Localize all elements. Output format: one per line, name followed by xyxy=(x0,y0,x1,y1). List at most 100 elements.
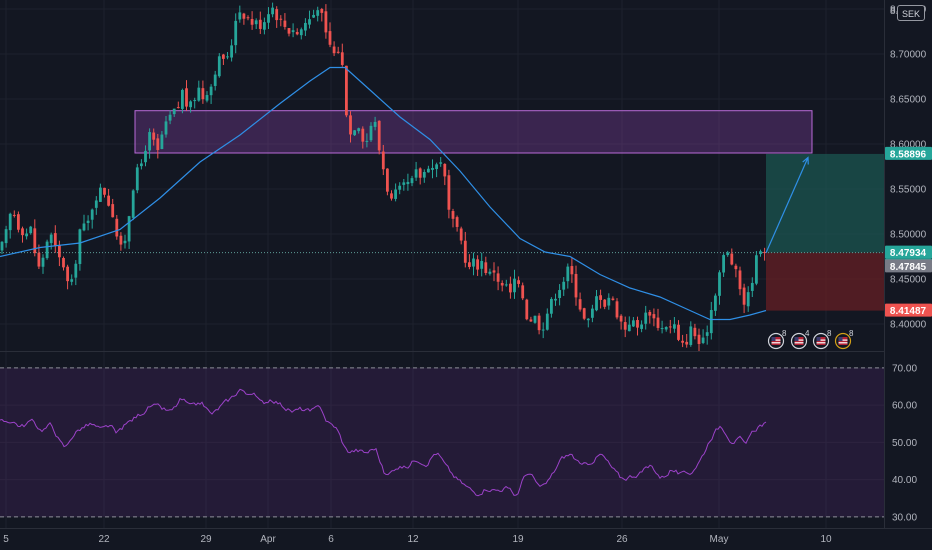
candle xyxy=(62,257,65,268)
candle xyxy=(279,18,283,20)
candle xyxy=(656,317,660,328)
candle xyxy=(422,171,426,178)
candle xyxy=(406,181,410,185)
price-label-text: 8.47845 xyxy=(890,262,927,273)
candle xyxy=(189,101,192,108)
candle xyxy=(304,22,307,31)
candle xyxy=(45,241,49,259)
candle xyxy=(476,259,479,270)
flag-stripe-white xyxy=(771,339,781,341)
candle xyxy=(496,273,500,282)
candle xyxy=(49,234,53,244)
resistance-zone[interactable] xyxy=(134,110,813,154)
candle xyxy=(636,320,639,328)
candle xyxy=(632,320,635,327)
candle xyxy=(164,121,168,135)
position-target-zone[interactable] xyxy=(766,153,884,253)
candle xyxy=(291,30,295,33)
candle xyxy=(533,315,537,323)
projection-arrow[interactable] xyxy=(765,156,809,254)
rsi-tick-label: 40.00 xyxy=(892,475,917,486)
candle xyxy=(230,45,233,58)
moving-average-line[interactable] xyxy=(0,66,767,321)
price-tick-label: 8.55000 xyxy=(890,185,927,196)
candle xyxy=(308,19,311,25)
projection-arrow-line[interactable] xyxy=(765,157,809,254)
candle xyxy=(99,187,102,202)
time-tick-label: 19 xyxy=(512,534,524,545)
flag-stripes xyxy=(816,337,826,345)
us-flag-icon[interactable]: 4 xyxy=(790,329,811,350)
candle xyxy=(140,163,143,167)
candle xyxy=(652,314,656,319)
rsi-axis[interactable]: 30.00 40.00 50.00 60.00 70.00 xyxy=(892,363,917,523)
candle xyxy=(591,308,594,318)
flag-count: 4 xyxy=(805,329,810,338)
candle xyxy=(201,88,205,100)
candle xyxy=(619,315,623,322)
price-label-last-price: 8.47934 xyxy=(885,245,932,259)
projection-arrow-head[interactable] xyxy=(802,156,809,165)
candle xyxy=(394,189,397,199)
rsi-tick-label: 70.00 xyxy=(892,363,917,374)
candle xyxy=(361,128,365,142)
candle xyxy=(78,229,82,265)
candle xyxy=(648,311,652,316)
candle xyxy=(545,313,549,330)
candle xyxy=(418,168,422,178)
price-label-target: 8.58896 xyxy=(885,146,932,160)
rsi-line[interactable] xyxy=(0,388,767,497)
time-tick-label: 29 xyxy=(200,534,212,545)
candle xyxy=(246,17,250,19)
price-label-box xyxy=(885,245,932,259)
candle xyxy=(603,299,607,307)
candle xyxy=(332,46,336,54)
candle xyxy=(58,245,61,258)
candle xyxy=(558,290,561,298)
candle xyxy=(755,255,758,284)
candle xyxy=(386,168,389,192)
time-tick-label: 12 xyxy=(407,534,419,545)
candle xyxy=(722,255,725,273)
price-tick-label: 8.60000 xyxy=(890,140,927,151)
us-flag-icon[interactable]: 8 xyxy=(767,329,788,350)
position-stop-zone[interactable] xyxy=(766,252,884,311)
candle xyxy=(267,14,270,23)
candle xyxy=(488,271,492,274)
candle xyxy=(197,87,201,101)
time-axis[interactable]: 5 22 29 Apr 6 12 19 26 May 10 xyxy=(3,534,832,545)
candle xyxy=(328,31,332,45)
candle xyxy=(381,151,385,170)
candle xyxy=(398,185,402,190)
candle xyxy=(217,56,221,77)
flag-stripe-white xyxy=(794,342,804,344)
candle xyxy=(414,169,418,178)
us-flag-icon[interactable]: 8 xyxy=(834,329,855,350)
time-tick-label: 6 xyxy=(328,534,334,545)
candle xyxy=(697,334,701,344)
candle xyxy=(463,240,467,263)
price-tick-label: 8.45000 xyxy=(890,275,927,286)
price-label-box xyxy=(885,146,932,160)
candle xyxy=(718,272,721,296)
candle xyxy=(82,223,86,231)
candle xyxy=(750,282,754,291)
rsi-tick-label: 50.00 xyxy=(892,438,917,449)
us-flag-icon[interactable]: 8 xyxy=(812,329,833,350)
candle xyxy=(373,121,377,127)
flag-stripe-white xyxy=(816,339,826,341)
candle xyxy=(709,310,713,334)
candle xyxy=(513,278,516,293)
candle xyxy=(287,28,291,34)
candle xyxy=(316,10,320,16)
candle xyxy=(681,340,684,343)
candle xyxy=(156,138,160,150)
candle xyxy=(402,182,406,185)
candle xyxy=(500,282,504,286)
currency-badge[interactable]: SEK xyxy=(897,5,925,21)
candle xyxy=(144,150,147,163)
candle xyxy=(726,252,730,256)
candle xyxy=(595,296,598,311)
